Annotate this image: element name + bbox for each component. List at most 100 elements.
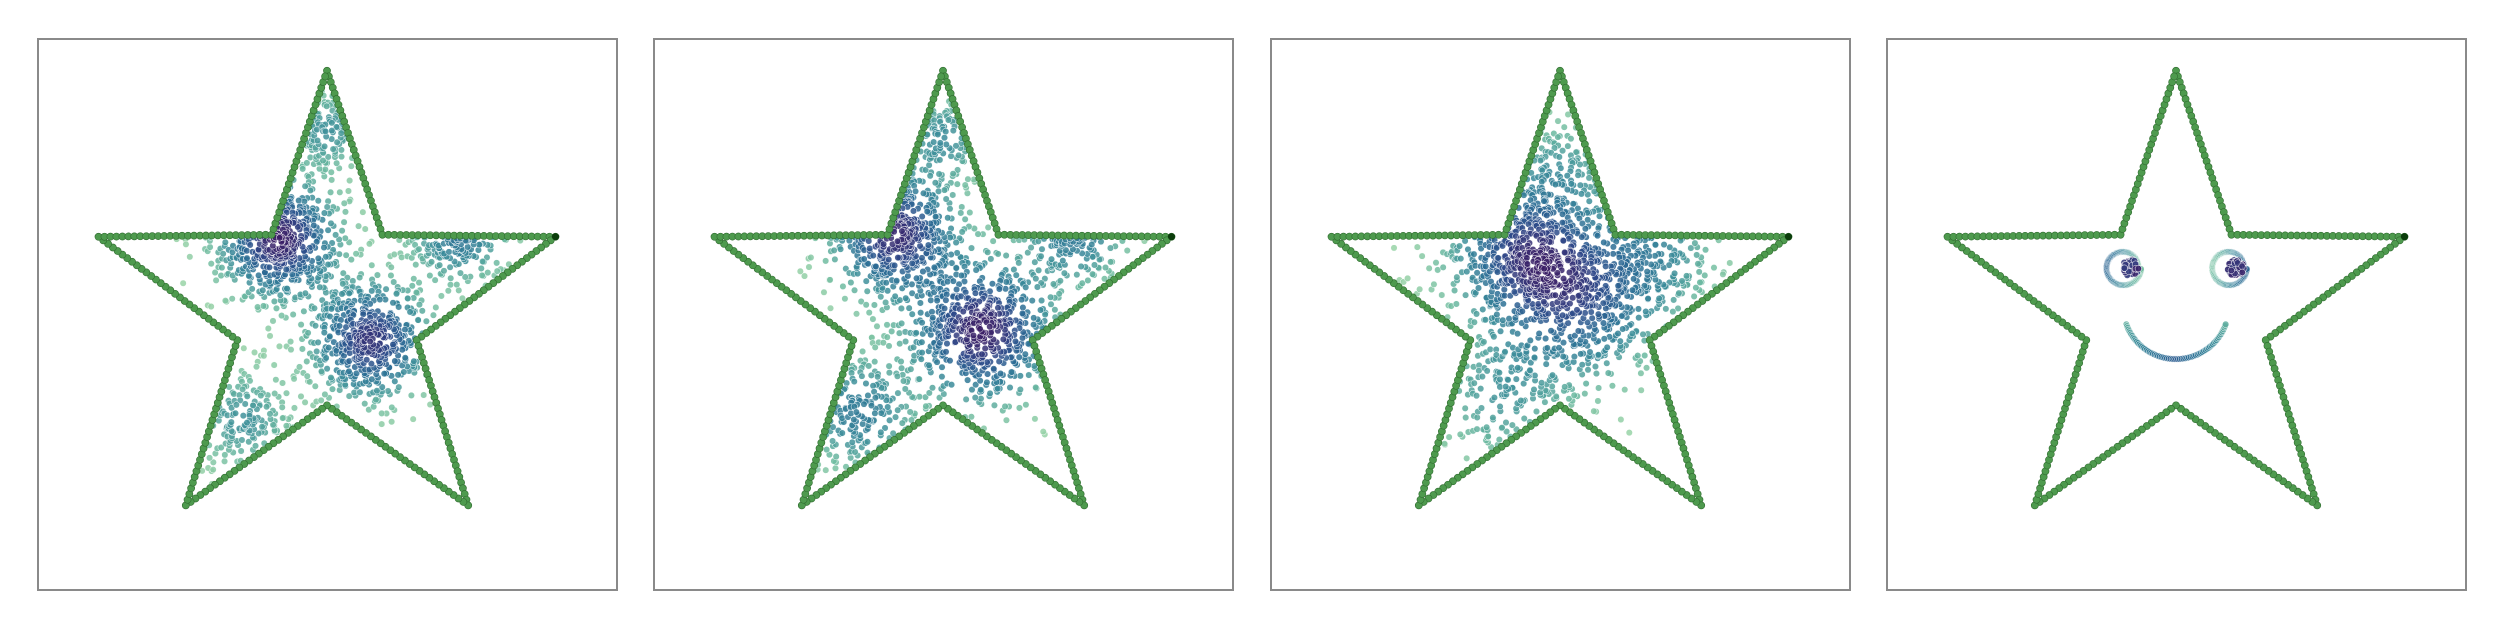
scatter-point bbox=[919, 267, 927, 276]
scatter-point bbox=[796, 267, 804, 275]
outline-point bbox=[937, 72, 945, 81]
scatter-point bbox=[1462, 414, 1470, 422]
scatter-point bbox=[1432, 259, 1440, 267]
scatter-point bbox=[1038, 245, 1046, 253]
scatter-point bbox=[1452, 300, 1460, 308]
scatter-point bbox=[212, 276, 220, 284]
scatter-point bbox=[271, 389, 279, 398]
scatter-point bbox=[1481, 316, 1489, 324]
scatter-point bbox=[1526, 366, 1534, 374]
scatter-point bbox=[1609, 243, 1617, 251]
scatter-point bbox=[826, 276, 834, 284]
scatter-point bbox=[298, 345, 306, 353]
scatter-point bbox=[323, 365, 331, 373]
scatter-point bbox=[217, 444, 225, 452]
scatter-point bbox=[1643, 268, 1651, 276]
scatter-point bbox=[1024, 249, 1032, 257]
scatter-point bbox=[1600, 238, 1608, 246]
scatter-point bbox=[1038, 296, 1046, 305]
scatter-point bbox=[1571, 332, 1579, 340]
scatter-point bbox=[918, 338, 926, 346]
scatter-point bbox=[1060, 269, 1068, 277]
scatter-point bbox=[217, 272, 225, 280]
scatter-point bbox=[1651, 241, 1660, 249]
scatter-point bbox=[1559, 147, 1567, 155]
scatter-point bbox=[871, 409, 879, 417]
scatter-point bbox=[1587, 308, 1595, 316]
scatter-point bbox=[1106, 244, 1115, 252]
scatter-point bbox=[479, 257, 487, 266]
scatter-point bbox=[902, 294, 910, 302]
scatter-point bbox=[981, 344, 989, 352]
scatter-point bbox=[295, 363, 304, 371]
scatter-point bbox=[1538, 379, 1546, 387]
scatter-point bbox=[209, 466, 217, 474]
scatter-point bbox=[884, 403, 892, 411]
scatter-point bbox=[329, 145, 337, 153]
scatter-point bbox=[954, 166, 962, 174]
scatter-point bbox=[1592, 370, 1600, 378]
scatter-point bbox=[1015, 259, 1023, 267]
scatter-point bbox=[896, 340, 904, 348]
scatter-point bbox=[1671, 269, 1679, 277]
scatter-point bbox=[1496, 403, 1504, 411]
scatter-point bbox=[1628, 330, 1636, 338]
scatter-point bbox=[1609, 250, 1617, 258]
scatter-point bbox=[897, 358, 905, 366]
scatter-point bbox=[871, 358, 879, 366]
scatter-point bbox=[493, 259, 501, 267]
scatter-point bbox=[869, 382, 877, 390]
scatter-point bbox=[994, 304, 1002, 312]
scatter-point bbox=[988, 280, 996, 288]
scatter-point bbox=[1480, 338, 1488, 346]
scatter-point bbox=[1567, 135, 1575, 143]
scatter-point bbox=[1107, 258, 1115, 266]
scatter-point bbox=[871, 394, 880, 402]
scatter-point bbox=[1581, 309, 1589, 317]
scatter-point bbox=[1473, 425, 1481, 433]
scatter-point bbox=[894, 237, 902, 245]
scatter-point bbox=[865, 362, 873, 370]
scatter-point bbox=[929, 314, 937, 322]
scatter-point bbox=[1032, 275, 1040, 283]
scatter-point bbox=[241, 400, 249, 408]
scatter-point bbox=[917, 355, 925, 363]
scatter-point bbox=[891, 292, 899, 300]
scatter-point bbox=[420, 391, 428, 399]
scatter-point bbox=[1644, 295, 1652, 303]
scatter-point bbox=[272, 304, 280, 312]
scatter-point bbox=[324, 153, 332, 161]
scatter-point bbox=[1513, 301, 1521, 309]
scatter-point bbox=[1033, 283, 1041, 291]
scatter-point bbox=[936, 139, 944, 147]
scatter-point bbox=[418, 307, 426, 315]
scatter-point bbox=[1617, 416, 1625, 424]
scatter-point bbox=[871, 343, 879, 351]
scatter-point bbox=[822, 466, 830, 474]
scatter-point bbox=[901, 385, 909, 393]
scatter-point bbox=[1425, 264, 1433, 272]
scatter-point bbox=[367, 360, 375, 368]
scatter-point bbox=[860, 400, 868, 408]
scatter-point bbox=[336, 188, 344, 196]
scatter-point bbox=[314, 338, 322, 346]
scatter-point bbox=[1604, 369, 1612, 377]
scatter-point bbox=[320, 142, 329, 150]
scatter-point bbox=[323, 203, 331, 211]
scatter-point bbox=[1561, 383, 1569, 391]
scatter-point bbox=[805, 263, 813, 271]
scatter-point bbox=[1101, 264, 1110, 272]
scatter-point bbox=[243, 419, 251, 427]
scatter-point bbox=[319, 157, 327, 165]
scatter-point bbox=[1530, 353, 1539, 362]
scatter-point bbox=[916, 299, 924, 307]
scatter-point bbox=[322, 253, 330, 261]
scatter-point bbox=[948, 381, 956, 389]
scatter-point bbox=[387, 271, 395, 280]
scatter-point bbox=[874, 373, 882, 381]
scatter-point bbox=[908, 289, 916, 297]
scatter-point bbox=[1603, 343, 1611, 351]
scatter-point bbox=[316, 283, 324, 291]
scatter-point bbox=[340, 199, 348, 207]
scatter-point bbox=[1557, 164, 1565, 172]
